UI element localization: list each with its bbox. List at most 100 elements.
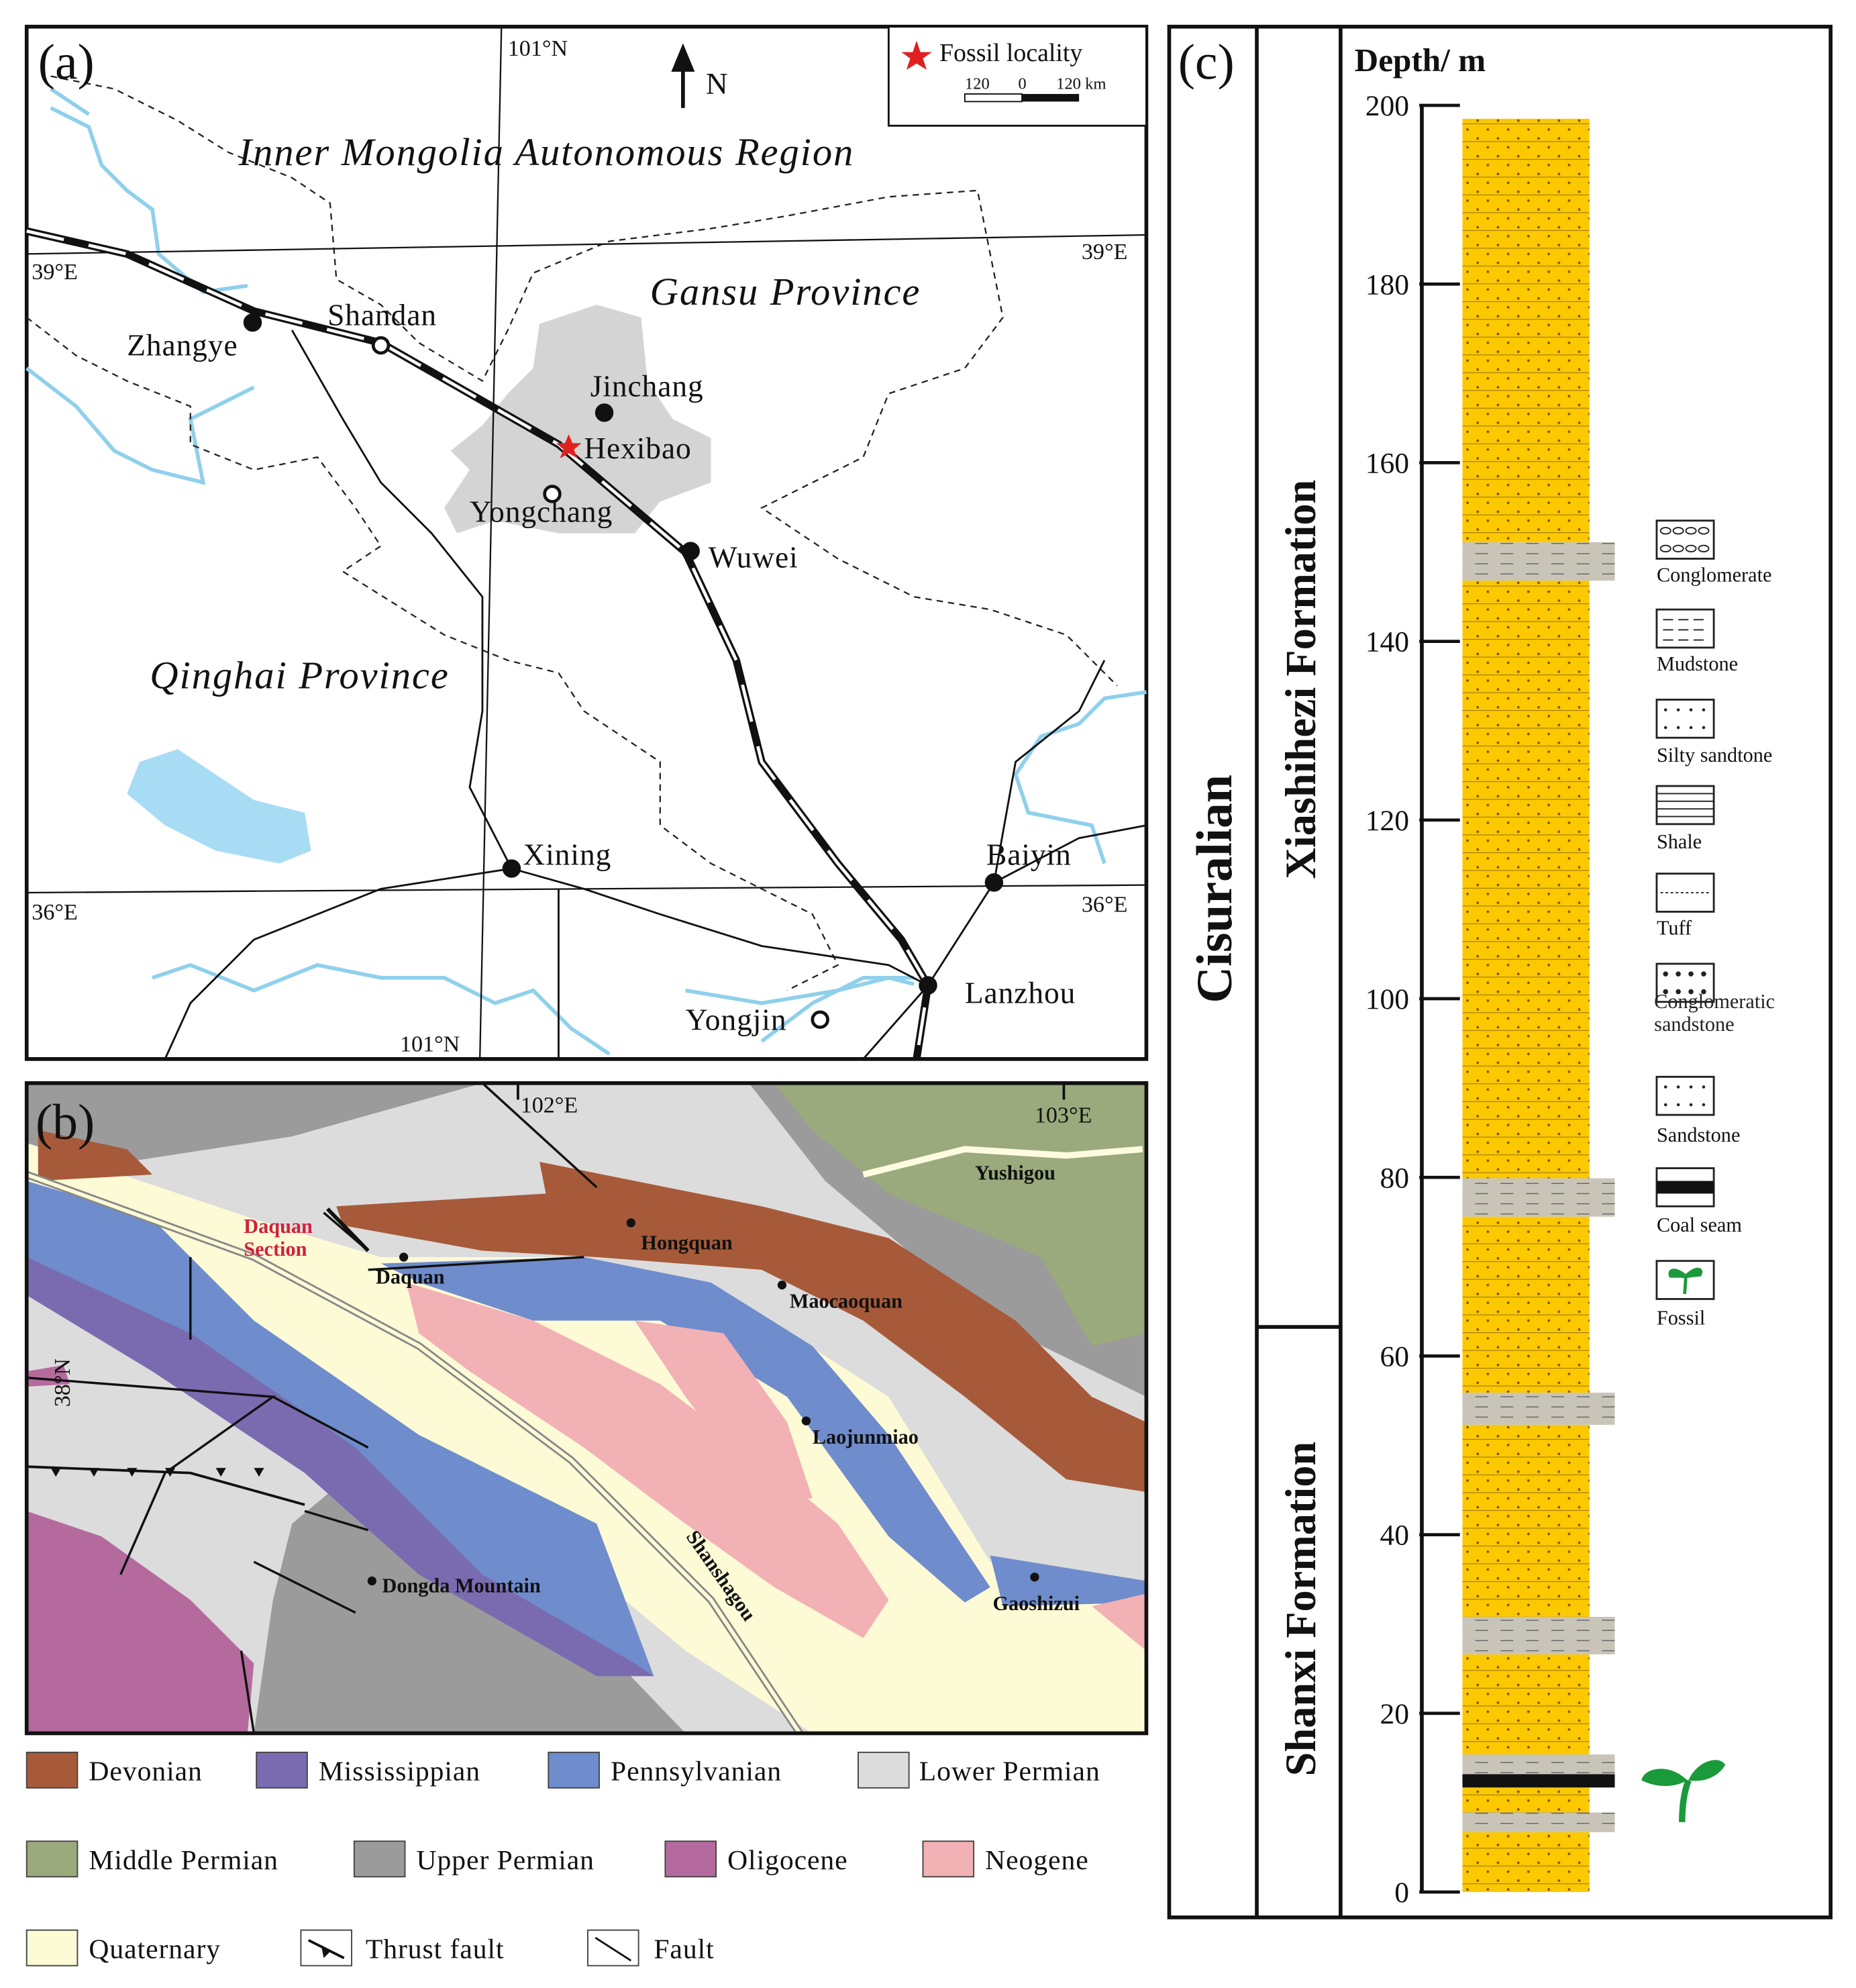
lithology-layer	[1462, 1774, 1615, 1788]
panel-a: Fossil locality 120 0 120 km N (a) 101°N…	[24, 24, 1149, 1061]
legend-dot	[1702, 726, 1706, 730]
thrust-tooth	[215, 1468, 226, 1477]
place-marker	[543, 485, 562, 503]
panel-label: (c)	[1178, 34, 1235, 90]
lithology-pattern	[1462, 118, 1590, 542]
legend-icon	[1668, 1267, 1703, 1295]
place-marker	[502, 859, 521, 878]
thrust-tooth	[50, 1468, 61, 1477]
grid-label: 101°N	[508, 36, 568, 61]
legend-swatch	[857, 1751, 910, 1789]
legend-dot	[1702, 1103, 1706, 1107]
graticule	[26, 234, 1147, 255]
legend-label: Sandstone	[1657, 1124, 1740, 1146]
lithology-pattern	[1462, 1754, 1615, 1775]
river	[862, 1146, 1143, 1178]
legend-dot	[1676, 726, 1680, 730]
grid-label: 39°E	[1082, 240, 1127, 264]
legend-swatch	[25, 1751, 79, 1789]
legend-dot	[1689, 726, 1693, 730]
legend-swatch	[1655, 785, 1715, 826]
place-label: Hexibao	[584, 432, 691, 465]
formation-label: Shanxi Formation	[1277, 1442, 1325, 1777]
grid-label: 39°E	[32, 260, 77, 285]
grid-label: 102°E	[521, 1093, 578, 1117]
geology-area	[406, 1282, 889, 1638]
geology-area	[26, 1181, 654, 1677]
legend-dot	[1685, 544, 1697, 552]
legend-label: Fault	[654, 1934, 714, 1965]
legend-label: Oligocene	[727, 1845, 848, 1876]
thrust-tooth	[164, 1468, 176, 1477]
legend-dot	[1672, 527, 1684, 535]
legend-dot	[1688, 989, 1694, 995]
legend-swatch	[1655, 962, 1715, 1003]
geology-area	[26, 1257, 654, 1677]
place-marker	[984, 873, 1004, 892]
place-marker	[681, 542, 700, 560]
place-marker	[1030, 1573, 1039, 1582]
north-arrow	[671, 43, 695, 108]
legend-symbol	[321, 1945, 331, 1958]
legend-dot	[1689, 1085, 1693, 1089]
panel-label: (a)	[38, 34, 95, 90]
scale-bar	[1022, 94, 1080, 102]
legend-label: Tuff	[1657, 916, 1692, 939]
river	[50, 87, 1147, 1056]
legend-label: Thrust fault	[366, 1934, 505, 1965]
railway	[26, 230, 930, 1060]
y-tick-label: 180	[1365, 268, 1409, 301]
scale-label: 120	[965, 74, 990, 93]
legend-text: Fossil locality	[939, 39, 1082, 67]
place-marker	[919, 976, 937, 995]
grid-label: 38°N	[50, 1358, 75, 1407]
legend-label: Conglomeratic sandstone	[1654, 991, 1775, 1036]
north-label: N	[706, 67, 728, 101]
legend-dot	[1659, 527, 1671, 535]
place-label: Yongchang	[470, 495, 613, 529]
panel-frame	[24, 1081, 1149, 1736]
place-label: Gaoshizui	[992, 1592, 1080, 1615]
place-marker	[811, 1010, 829, 1029]
legend-label: Shale	[1657, 830, 1702, 853]
y-tick-label: 100	[1365, 983, 1409, 1015]
lithology-pattern	[1462, 1424, 1590, 1618]
legend-label: Lower Permian	[919, 1756, 1100, 1787]
thrust-tooth	[127, 1468, 138, 1477]
legend-swatch	[1655, 1075, 1715, 1116]
place-label: Maocaoquan	[790, 1290, 903, 1313]
lithology-pattern	[1462, 1392, 1615, 1425]
place-label: Lanzhou	[965, 977, 1076, 1010]
legend-star	[901, 40, 932, 70]
legend-dot	[1702, 708, 1706, 711]
legend-label: Fossil	[1657, 1306, 1705, 1329]
thrust-tooth	[254, 1468, 264, 1477]
lithology-pattern	[1462, 1178, 1615, 1217]
place-label: Yongjin	[686, 1003, 787, 1036]
y-tick-label: 40	[1380, 1520, 1410, 1552]
scale-label: 0	[1018, 74, 1026, 93]
legend-swatch	[353, 1840, 406, 1878]
thrust-tooth	[89, 1468, 99, 1477]
panel-frame	[24, 24, 1149, 1061]
lithology-pattern	[1462, 542, 1615, 581]
legend-dot	[1701, 989, 1706, 995]
place-label: Shandan	[327, 298, 437, 332]
place-label: Laojunmiao	[813, 1426, 919, 1448]
section-label: Daquan Section	[244, 1216, 313, 1261]
place-label: Daquan	[376, 1266, 445, 1289]
geology-area	[990, 1555, 1147, 1607]
legend-dot	[1663, 971, 1668, 977]
grid-label: 36°E	[32, 900, 77, 925]
legend-label: Silty sandtone	[1657, 744, 1772, 766]
place-label: Xining	[523, 838, 611, 871]
place-marker	[595, 403, 614, 422]
y-tick-label: 60	[1380, 1341, 1410, 1373]
legend-dot	[1685, 527, 1697, 535]
place-marker	[399, 1252, 409, 1262]
legend-swatch	[1655, 608, 1715, 649]
geology-area	[1092, 1593, 1147, 1651]
legend-dot	[1688, 971, 1694, 977]
section-line	[326, 1207, 370, 1252]
road	[25, 1173, 802, 1735]
